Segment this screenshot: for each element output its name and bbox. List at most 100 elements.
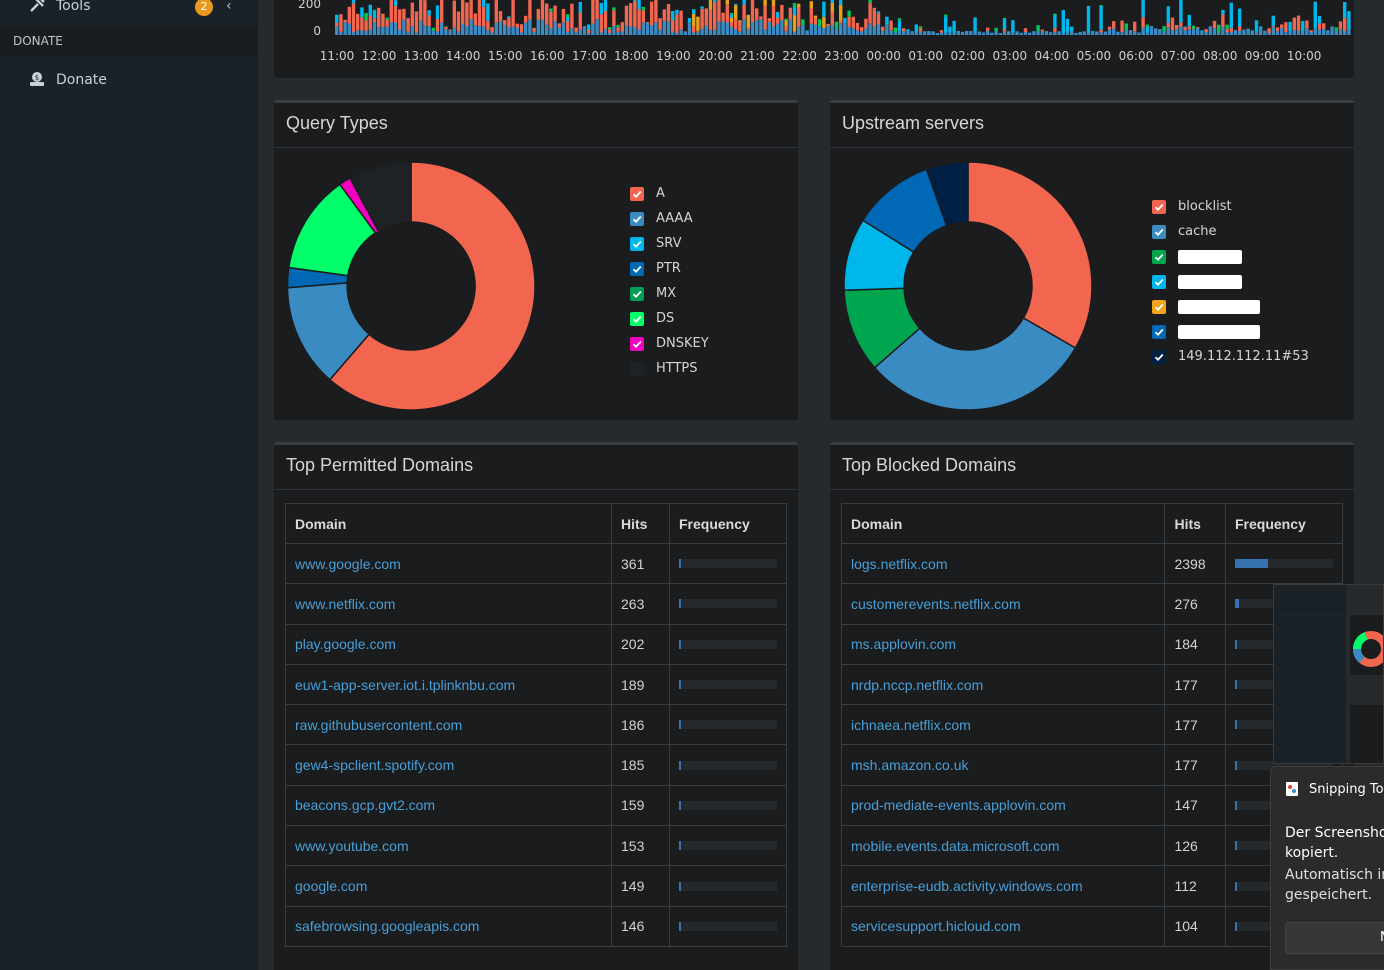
legend-item[interactable] [1152, 250, 1309, 275]
timeline-bar [389, 0, 393, 23]
column-header-domain[interactable]: Domain [840, 503, 1166, 544]
timeline-bar [662, 9, 666, 21]
legend-checkbox-icon[interactable] [1152, 325, 1166, 339]
notification-action-button[interactable]: N [1285, 922, 1384, 954]
legend-checkbox-icon[interactable] [1152, 350, 1166, 364]
timeline-bar [1246, 28, 1250, 35]
domain-link[interactable]: logs.netflix.com [851, 555, 948, 572]
legend-label: PTR [656, 261, 681, 276]
timeline-bar [872, 26, 876, 35]
domain-link[interactable]: euw1-app-server.iot.i.tplinknbu.com [295, 676, 516, 693]
timeline-bar [1292, 17, 1296, 30]
legend-checkbox-icon[interactable] [630, 337, 644, 351]
column-header-domain[interactable]: Domain [285, 503, 612, 544]
sidebar-item-tools[interactable]: Tools 2 ‹ [0, 0, 258, 18]
timeline-bar [755, 8, 759, 21]
screenshot-thumbnail[interactable] [1273, 584, 1384, 764]
legend-item[interactable]: SRV [630, 237, 709, 262]
legend-item[interactable]: A [630, 187, 709, 212]
domain-link[interactable]: play.google.com [295, 636, 396, 653]
timeline-bar [876, 24, 881, 35]
domain-link[interactable]: beacons.gcp.gvt2.com [295, 797, 436, 814]
column-header-hits[interactable]: Hits [1164, 503, 1226, 544]
timeline-bar [893, 27, 897, 33]
timeline-bar [637, 9, 641, 30]
timeline-bar [1011, 32, 1015, 35]
legend-item[interactable] [1152, 300, 1309, 325]
timeline-bar [960, 31, 965, 35]
timeline-bar [918, 31, 923, 35]
chevron-left-icon[interactable]: ‹ [226, 0, 232, 14]
notification-app-name: Snipping Tool [1309, 782, 1384, 797]
legend-checkbox-icon[interactable] [630, 312, 644, 326]
domain-link[interactable]: customerevents.netflix.com [851, 595, 1021, 612]
column-header-hits[interactable]: Hits [611, 503, 670, 544]
timeline-bar [704, 25, 708, 35]
domain-link[interactable]: msh.amazon.co.uk [851, 757, 969, 774]
legend-checkbox-icon[interactable] [630, 187, 644, 201]
domain-link[interactable]: mobile.events.data.microsoft.com [851, 837, 1060, 854]
x-tick-label: 16:00 [530, 49, 565, 63]
legend-item[interactable]: AAAA [630, 212, 709, 237]
timeline-bar [834, 21, 839, 29]
timeline-bar [944, 16, 948, 33]
domain-link[interactable]: google.com [295, 878, 368, 895]
timeline-bar [923, 31, 927, 35]
legend-checkbox-icon[interactable] [1152, 300, 1166, 314]
legend-checkbox-icon[interactable] [1152, 225, 1166, 239]
notification-badge: 2 [195, 0, 213, 16]
frequency-bar-fill [679, 760, 681, 770]
legend-item[interactable] [1152, 275, 1309, 300]
timeline-bar [1217, 24, 1221, 33]
timeline-bar [692, 26, 696, 33]
legend-item[interactable] [1152, 325, 1309, 350]
domain-link[interactable]: raw.githubusercontent.com [295, 716, 463, 733]
legend-item[interactable]: cache [1152, 225, 1309, 250]
domain-link[interactable]: safebrowsing.googleapis.com [295, 918, 480, 935]
notification-toast[interactable]: Snipping Tool Der Screenshot kopiert. Au… [1270, 766, 1384, 970]
legend-item[interactable]: 149.112.112.11#53 [1152, 350, 1309, 375]
legend-checkbox-icon[interactable] [630, 362, 644, 376]
domain-link[interactable]: servicesupport.hicloud.com [851, 918, 1021, 935]
domain-link[interactable]: prod-mediate-events.applovin.com [851, 797, 1066, 814]
timeline-bar [566, 17, 570, 22]
legend-checkbox-icon[interactable] [630, 287, 644, 301]
snipping-tool-notification[interactable]: Snipping Tool Der Screenshot kopiert. Au… [1270, 584, 1384, 970]
domain-link[interactable]: ms.applovin.com [851, 636, 957, 653]
table-row: mobile.events.data.microsoft.com 126 [840, 825, 1343, 867]
timeline-bar [360, 30, 364, 35]
top-blocked-domains-panel: Top Blocked Domains Domain Hits Frequenc… [830, 442, 1354, 970]
legend-checkbox-icon[interactable] [630, 262, 644, 276]
legend-checkbox-icon[interactable] [1152, 250, 1166, 264]
legend-item[interactable]: DS [630, 312, 709, 337]
table-row: prod-mediate-events.applovin.com 147 [840, 784, 1343, 827]
sidebar-item-donate[interactable]: $ Donate [0, 64, 258, 96]
timeline-bar [335, 26, 339, 35]
column-header-frequency[interactable]: Frequency [669, 503, 787, 544]
legend-checkbox-icon[interactable] [1152, 200, 1166, 214]
donut-slice-149-112-112-11 [925, 161, 969, 227]
legend-item[interactable]: blocklist [1152, 200, 1309, 225]
column-header-frequency[interactable]: Frequency [1225, 503, 1343, 544]
domain-link[interactable]: www.youtube.com [295, 837, 409, 854]
timeline-bar [948, 26, 952, 33]
legend-item[interactable]: PTR [630, 262, 709, 287]
legend-checkbox-icon[interactable] [630, 212, 644, 226]
legend-item[interactable]: DNSKEY [630, 337, 709, 362]
legend-checkbox-icon[interactable] [630, 237, 644, 251]
domain-link[interactable]: gew4-spclient.spotify.com [295, 757, 455, 774]
domain-link[interactable]: enterprise-eudb.activity.windows.com [851, 878, 1083, 895]
timeline-bar [1170, 30, 1175, 35]
y-tick-label: 200 [298, 0, 321, 11]
top-permitted-domains-panel: Top Permitted Domains Domain Hits Freque… [274, 442, 798, 970]
domain-link[interactable]: nrdp.nccp.netflix.com [851, 676, 984, 693]
timeline-bar [1120, 20, 1124, 33]
legend-item[interactable]: MX [630, 287, 709, 312]
domain-link[interactable]: www.netflix.com [295, 595, 396, 612]
legend-checkbox-icon[interactable] [1152, 275, 1166, 289]
legend-item[interactable]: HTTPS [630, 362, 709, 387]
domain-link[interactable]: ichnaea.netflix.com [851, 716, 971, 733]
timeline-bar [616, 24, 620, 28]
domain-link[interactable]: www.google.com [295, 555, 401, 572]
x-tick-label: 04:00 [1035, 49, 1070, 63]
